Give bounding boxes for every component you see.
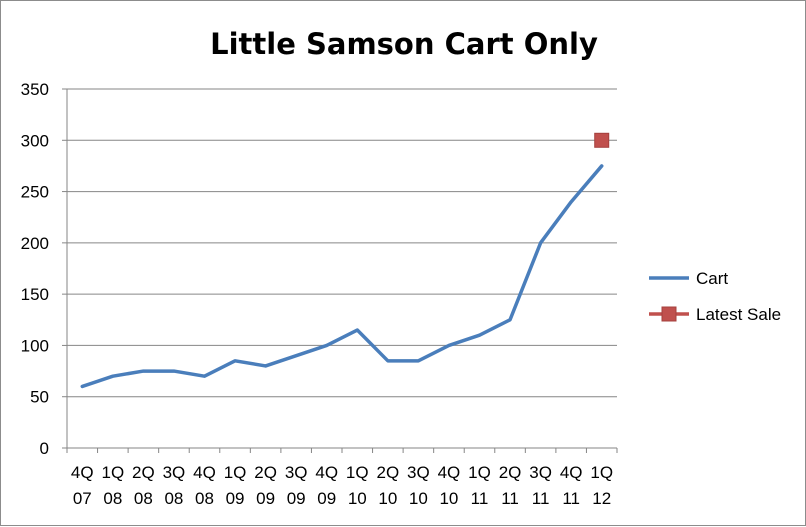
x-tick-label-year: 08: [103, 489, 122, 508]
x-tick-label-year: 09: [317, 489, 336, 508]
x-tick-label-quarter: 4Q: [560, 463, 583, 482]
x-axis-ticks: 4Q 07 1Q 08 2Q 08 3Q 08 4Q 08 1Q 09 2Q 09 3Q 09 4Q 09 1Q 10…: [66, 448, 618, 508]
x-tick-label-year: 11: [501, 489, 519, 508]
x-tick-label-year: 11: [471, 489, 489, 508]
x-tick-label-year: 07: [73, 489, 92, 508]
gridlines: [67, 88, 617, 398]
x-tick-label-year: 09: [256, 489, 275, 508]
x-tick-label-quarter: 3Q: [407, 463, 430, 482]
x-tick-label-quarter: 2Q: [376, 463, 399, 482]
x-tick-label-year: 11: [562, 489, 580, 508]
y-tick-label: 100: [21, 336, 49, 355]
x-tick-label-year: 09: [287, 489, 306, 508]
x-tick-label-year: 10: [409, 489, 428, 508]
series-line-cart: [80, 164, 604, 389]
x-tick-label-year: 08: [134, 489, 153, 508]
x-tick-label-quarter: 3Q: [163, 463, 186, 482]
x-tick-label-quarter: 1Q: [346, 463, 369, 482]
x-tick-label-quarter: 1Q: [101, 463, 124, 482]
y-tick-label: 150: [21, 285, 49, 304]
x-tick-label-year: 10: [439, 489, 458, 508]
x-tick-label-year: 11: [532, 489, 550, 508]
plot-area: [80, 132, 610, 389]
x-tick-label-quarter: 2Q: [254, 463, 277, 482]
x-tick-label-quarter: 1Q: [468, 463, 491, 482]
x-tick-label-year: 12: [592, 489, 611, 508]
x-tick-label-quarter: 3Q: [285, 463, 308, 482]
y-tick-label: 350: [21, 80, 49, 99]
legend-swatch-marker: [661, 306, 677, 322]
legend: Cart Latest Sale: [649, 269, 781, 324]
y-tick-label: 200: [21, 234, 49, 253]
x-tick-label-quarter: 1Q: [590, 463, 613, 482]
x-tick-label-quarter: 4Q: [71, 463, 94, 482]
x-tick-label-year: 09: [226, 489, 245, 508]
chart-title: Little Samson Cart Only: [210, 27, 598, 61]
x-tick-label-year: 08: [195, 489, 214, 508]
x-tick-label-year: 10: [348, 489, 367, 508]
x-tick-label-year: 08: [164, 489, 183, 508]
x-tick-label-quarter: 4Q: [315, 463, 338, 482]
y-tick-label: 50: [30, 388, 49, 407]
x-tick-label-quarter: 2Q: [132, 463, 155, 482]
axes: [66, 89, 617, 449]
y-tick-label: 0: [40, 439, 49, 458]
legend-label: Cart: [696, 269, 728, 288]
x-tick-label-year: 10: [378, 489, 397, 508]
x-tick-label-quarter: 2Q: [499, 463, 522, 482]
y-tick-label: 250: [21, 183, 49, 202]
series-marker-latest-sale: [594, 132, 610, 148]
legend-label: Latest Sale: [696, 305, 781, 324]
y-tick-label: 300: [21, 131, 49, 150]
x-tick-label-quarter: 3Q: [529, 463, 552, 482]
x-tick-label-quarter: 4Q: [193, 463, 216, 482]
x-tick-label-quarter: 4Q: [438, 463, 461, 482]
y-axis-ticks: 0 50 100 150 200 250 300 350: [21, 80, 67, 458]
x-tick-label-quarter: 1Q: [224, 463, 247, 482]
